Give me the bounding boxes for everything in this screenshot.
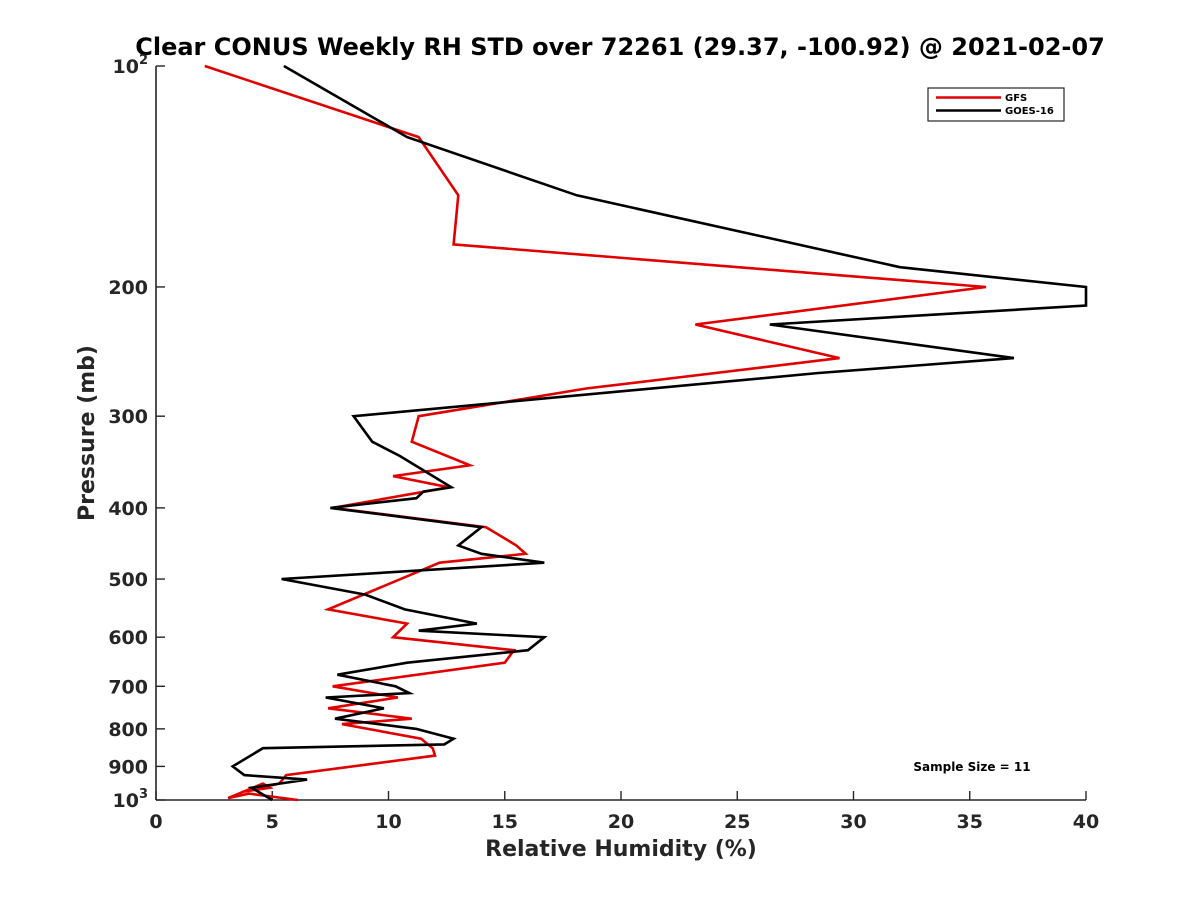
y-tick-label: 103	[113, 787, 149, 812]
x-tick-label: 15	[492, 811, 518, 833]
x-tick-label: 25	[724, 811, 750, 833]
y-tick-label: 500	[108, 569, 148, 591]
x-tick-label: 40	[1073, 811, 1099, 833]
x-axis-label: Relative Humidity (%)	[485, 837, 757, 862]
series-group	[204, 64, 1088, 802]
y-tick-label: 600	[108, 627, 148, 649]
x-tick-label: 10	[375, 811, 401, 833]
x-tick-label: 30	[840, 811, 866, 833]
y-tick-label: 200	[108, 277, 148, 299]
axes	[155, 66, 1086, 801]
y-axis-label: Pressure (mb)	[75, 345, 100, 521]
x-tick-label: 20	[608, 811, 634, 833]
y-tick-label: 700	[108, 676, 148, 698]
sample-size-annotation: Sample Size = 11	[913, 760, 1030, 774]
series-line-gfs	[204, 64, 987, 802]
x-tick-label: 0	[149, 811, 162, 833]
x-tick-label: 5	[266, 811, 279, 833]
series-line-goes-16	[230, 64, 1088, 802]
y-tick-label: 300	[108, 406, 148, 428]
y-tick-label: 900	[108, 756, 148, 778]
y-ticks: 102 200 300 400 500 600 700 800 900 103	[108, 53, 165, 812]
legend-label-gfs: GFS	[1005, 93, 1027, 104]
x-ticks: 0 5 10 15 20 25 30 35 40	[149, 791, 1099, 833]
legend-box	[927, 87, 1065, 122]
chart-title: Clear CONUS Weekly RH STD over 72261 (29…	[135, 33, 1105, 61]
legend: GFS GOES-16	[927, 87, 1065, 122]
y-tick-label: 400	[108, 498, 148, 520]
x-tick-label: 35	[957, 811, 983, 833]
y-tick-label: 800	[108, 719, 148, 741]
legend-label-goes-16: GOES-16	[1005, 106, 1054, 117]
y-tick-label: 102	[113, 53, 149, 78]
